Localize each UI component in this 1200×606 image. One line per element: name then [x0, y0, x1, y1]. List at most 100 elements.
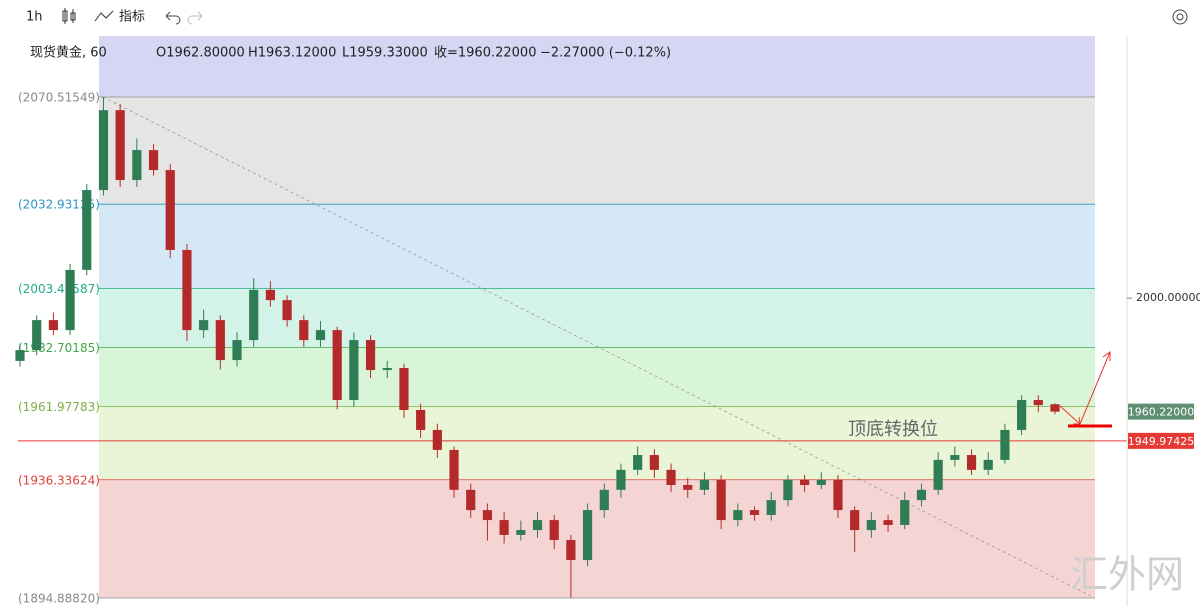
candle-body — [32, 320, 42, 351]
candle-body — [132, 150, 142, 181]
candle-body — [516, 530, 526, 535]
fib-label: (1894.88820) — [18, 591, 100, 605]
fib-band — [99, 204, 1095, 289]
candle-body — [416, 409, 426, 430]
candle-body — [749, 510, 760, 515]
fib-label: (1982.70185) — [18, 341, 100, 355]
drawn-arrow — [1059, 351, 1111, 425]
candle-body — [299, 320, 309, 341]
candle-body — [1017, 399, 1027, 430]
candle-body — [182, 249, 192, 331]
candle-body — [382, 368, 392, 371]
ohlc-change: −2.27000 (−0.12%) — [540, 46, 671, 61]
candle-body — [1050, 404, 1060, 412]
candle-body — [315, 330, 326, 341]
candle-body — [282, 300, 292, 321]
candle-body — [532, 520, 543, 531]
ohlc-low: L1959.33000 — [342, 46, 428, 61]
fib-band — [99, 36, 1095, 98]
candle-body — [850, 510, 860, 531]
candle-body — [215, 320, 225, 361]
candle-body — [65, 269, 75, 331]
candle-body — [449, 449, 459, 490]
candle-body — [950, 455, 960, 460]
candle-body — [165, 170, 175, 250]
candle-body — [866, 520, 876, 531]
fib-label: (1961.97783) — [18, 400, 100, 414]
candle-body — [499, 520, 509, 535]
candle-body — [365, 340, 376, 371]
fib-label: (2003.42587) — [18, 282, 100, 296]
candle-body — [816, 479, 826, 485]
annotation: 顶底转换位 — [848, 419, 938, 440]
interval-button[interactable]: 1h — [26, 10, 43, 25]
indicator-button[interactable]: 指标 — [119, 10, 145, 25]
candle-body — [900, 500, 910, 525]
watermark: 汇外网 — [1070, 553, 1184, 597]
candle-body — [582, 510, 593, 561]
candle-type-icon[interactable] — [62, 8, 76, 24]
plot-area: (2070.51549) (2032.93125) (2003.42587) (198… — [15, 36, 1200, 606]
candle-body — [983, 459, 993, 470]
last-price-label: 1960.22000 — [1128, 406, 1194, 419]
candle-body — [249, 289, 259, 341]
candle-body — [883, 520, 893, 525]
candle-body — [733, 510, 743, 521]
candle-body — [666, 469, 676, 485]
trend-line — [102, 96, 1096, 599]
candle-body — [148, 150, 159, 171]
candle-body — [82, 190, 92, 270]
redo-button[interactable] — [187, 11, 203, 25]
candle-body — [800, 479, 810, 485]
candle-body — [699, 479, 710, 490]
candle-body — [332, 330, 342, 400]
last-price-box — [1128, 403, 1194, 420]
fib-band — [99, 597, 1095, 606]
settings-button[interactable] — [1172, 9, 1188, 25]
candle-body — [933, 459, 943, 490]
candle-body — [916, 489, 927, 501]
candle-body — [432, 429, 442, 450]
candle-body — [232, 340, 242, 361]
fib-band — [99, 288, 1095, 348]
candle-body — [48, 320, 58, 331]
candle-body — [98, 110, 109, 191]
candle-body — [966, 455, 977, 470]
candle-body — [566, 540, 576, 561]
undo-button[interactable] — [165, 11, 181, 25]
candle-body — [833, 479, 843, 511]
fib-label: (2032.93125) — [18, 198, 100, 212]
candle-body — [599, 489, 609, 511]
candle-body — [683, 484, 693, 490]
fib-label: (2070.51549) — [18, 91, 100, 105]
fib-band — [99, 406, 1095, 480]
candle-body — [649, 455, 659, 470]
candle-body — [616, 469, 626, 490]
indicator-icon[interactable] — [94, 10, 114, 22]
candle-body — [633, 455, 643, 470]
candle-body — [1033, 399, 1043, 406]
level-label: 1949.97425 — [1128, 435, 1194, 448]
level-box — [1128, 432, 1194, 449]
candle-body — [399, 368, 409, 410]
candle-body — [265, 289, 275, 301]
ohlc-open: O1962.80000 — [156, 46, 245, 61]
candle-body — [549, 520, 559, 541]
candle-body — [1000, 429, 1010, 460]
candle-body — [199, 320, 209, 331]
fib-band — [99, 479, 1095, 598]
candle-body — [466, 489, 476, 511]
candle-body — [716, 479, 726, 521]
fib-band — [99, 97, 1095, 205]
candle-body — [482, 510, 493, 521]
fib-label: (1936.33624) — [18, 473, 100, 487]
ohlc-close: 收=1960.22000 — [434, 46, 536, 61]
candle-body — [349, 340, 359, 400]
candle-body — [766, 500, 776, 515]
candle-body — [115, 110, 125, 181]
fib-band — [99, 347, 1095, 407]
y-tick-label: 2000.00000 — [1136, 291, 1200, 304]
symbol[interactable]: 现货黄金, 60 — [30, 45, 107, 61]
